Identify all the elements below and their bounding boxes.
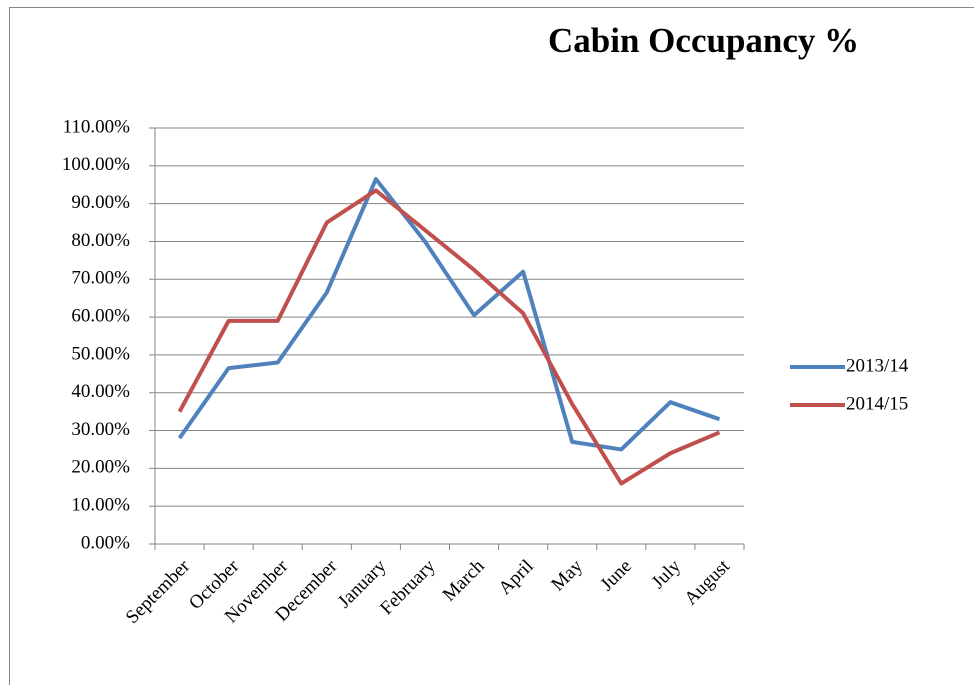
y-tick-label: 80.00%: [71, 230, 130, 251]
y-tick-label: 30.00%: [71, 419, 130, 440]
x-tick-label: May: [547, 555, 587, 595]
y-tick-label: 20.00%: [71, 457, 130, 478]
y-tick-label: 60.00%: [71, 305, 130, 326]
x-tick-label: July: [648, 555, 686, 593]
legend-label: 2014/15: [846, 393, 908, 414]
x-tick-label: March: [439, 555, 489, 605]
data-line: [177, 188, 721, 486]
y-tick-label: 0.00%: [81, 532, 130, 553]
x-tick-label: June: [596, 556, 635, 595]
chart-frame: [9, 7, 974, 685]
legend-label: 2013/14: [846, 355, 909, 376]
y-tick-label: 110.00%: [63, 116, 131, 137]
y-tick-label: 10.00%: [71, 495, 130, 516]
y-tick-label: 100.00%: [62, 154, 130, 175]
x-tick-label: February: [376, 555, 440, 619]
y-tick-label: 70.00%: [71, 268, 130, 289]
x-tick-label: April: [495, 556, 538, 599]
y-tick-label: 50.00%: [71, 343, 130, 364]
x-tick-label: August: [680, 555, 734, 609]
data-line: [177, 177, 721, 452]
chart-title: Cabin Occupancy %: [548, 21, 859, 60]
y-tick-label: 40.00%: [71, 381, 130, 402]
y-tick-label: 90.00%: [71, 192, 130, 213]
x-tick-label: September: [122, 555, 195, 628]
